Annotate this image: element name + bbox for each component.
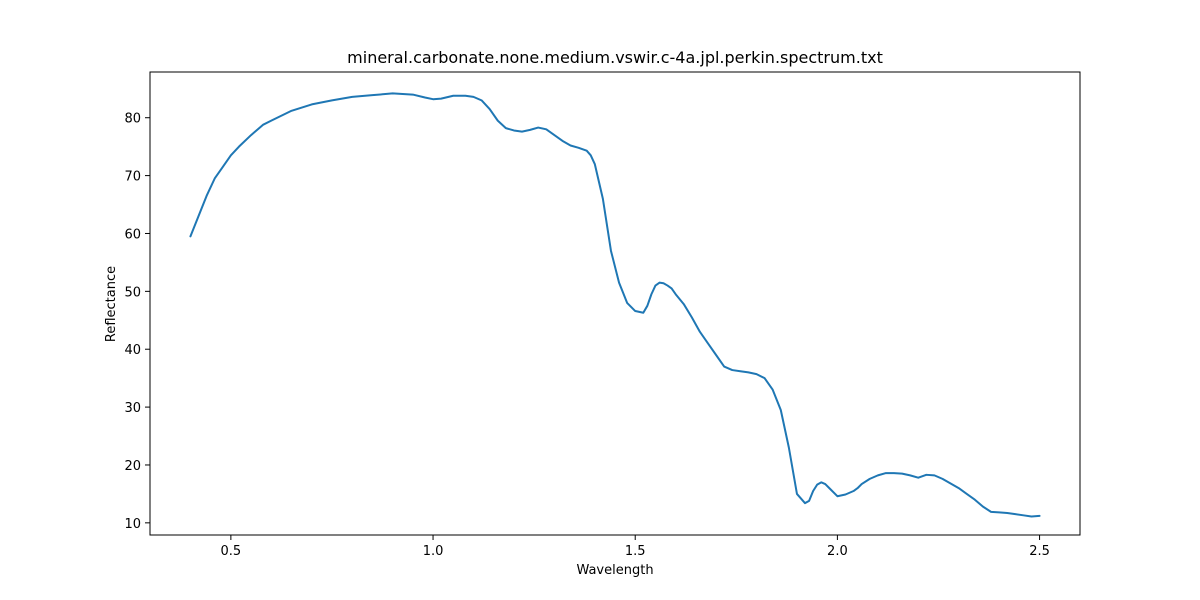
y-tick-label: 80 xyxy=(124,112,141,127)
y-tick-label: 70 xyxy=(124,170,141,185)
y-axis: 10 20 30 40 50 60 70 80 xyxy=(124,112,150,532)
y-tick-label: 40 xyxy=(124,343,141,358)
chart-title: mineral.carbonate.none.medium.vswir.c-4a… xyxy=(347,48,883,67)
y-axis-label: Reflectance xyxy=(104,266,119,342)
y-tick-label: 50 xyxy=(124,285,141,300)
x-tick-label: 2.5 xyxy=(1029,544,1050,559)
y-tick-label: 20 xyxy=(124,459,141,474)
y-tick-label: 10 xyxy=(124,517,141,532)
spectrum-line xyxy=(189,92,1041,518)
x-tick-label: 2.0 xyxy=(827,544,848,559)
x-tick-label: 1.0 xyxy=(423,544,444,559)
x-tick-label: 1.5 xyxy=(625,544,646,559)
plot-frame xyxy=(149,71,1081,536)
y-tick-label: 60 xyxy=(124,227,141,242)
x-axis-label: Wavelength xyxy=(576,563,653,578)
x-tick-label: 0.5 xyxy=(221,544,242,559)
y-tick-label: 30 xyxy=(124,401,141,416)
x-axis: 0.5 1.0 1.5 2.0 2.5 xyxy=(221,535,1050,559)
